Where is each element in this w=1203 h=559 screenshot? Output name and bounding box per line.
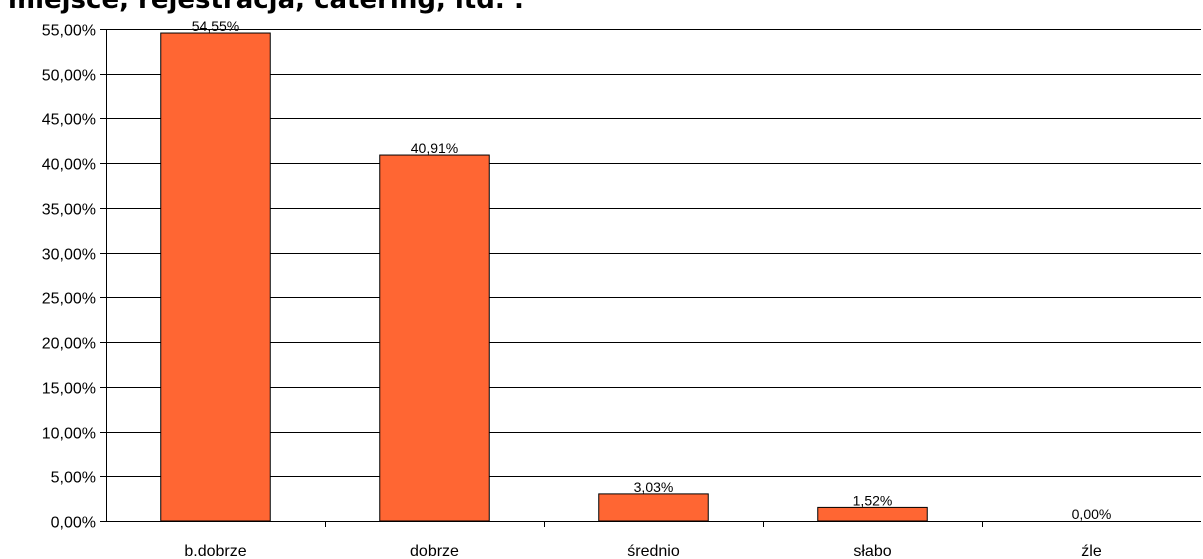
- x-tick-label: b.dobrze: [184, 543, 246, 559]
- bar: [598, 493, 709, 522]
- y-tick-label: 50,00%: [42, 68, 96, 85]
- x-axis-tick-labels: b.dobrze dobrze średnio słabo źle: [184, 543, 1101, 559]
- y-tick-label: 5,00%: [51, 470, 96, 487]
- y-tick-label: 55,00%: [42, 23, 96, 40]
- y-tick-label: 25,00%: [42, 291, 96, 308]
- axes: [100, 29, 1201, 527]
- data-label: 1,52%: [853, 492, 893, 508]
- bars: [160, 32, 928, 522]
- data-label: 40,91%: [411, 140, 458, 156]
- y-axis-tick-labels: 55,00% 50,00% 45,00% 40,00% 35,00% 30,00% 25,0…: [42, 23, 96, 532]
- data-label: 0,00%: [1072, 506, 1112, 522]
- y-tick-label: 45,00%: [42, 112, 96, 129]
- bar: [817, 506, 928, 522]
- y-tick-label: 30,00%: [42, 247, 96, 264]
- data-label: 54,55%: [192, 18, 239, 34]
- gridlines: [106, 29, 1201, 477]
- x-tick-label: dobrze: [410, 543, 459, 559]
- y-tick-label: 20,00%: [42, 336, 96, 353]
- y-tick-label: 40,00%: [42, 157, 96, 174]
- x-tick-label: źle: [1081, 543, 1102, 559]
- data-labels: 54,55% 40,91% 3,03% 1,52% 0,00%: [192, 18, 1112, 522]
- y-tick-label: 0,00%: [51, 515, 96, 532]
- y-tick-label: 35,00%: [42, 202, 96, 219]
- x-tick-label: słabo: [853, 543, 891, 559]
- x-tick-label: średnio: [627, 543, 680, 559]
- y-tick-label: 15,00%: [42, 381, 96, 398]
- y-tick-label: 10,00%: [42, 426, 96, 443]
- bar: [379, 154, 490, 522]
- bar: [160, 32, 271, 522]
- data-label: 3,03%: [634, 479, 674, 495]
- chart-title: miejsce, rejestracja, catering, itd. :: [8, 0, 524, 15]
